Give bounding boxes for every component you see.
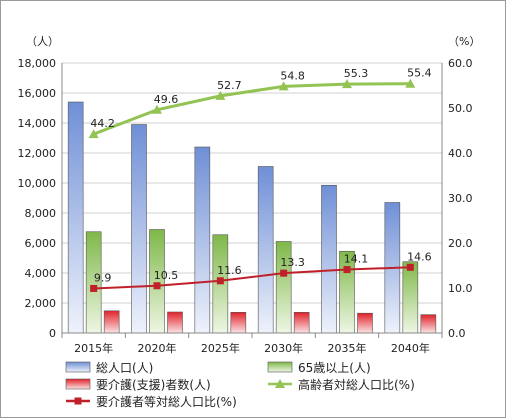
legend-marker bbox=[275, 379, 285, 388]
y-left-tick-label: 14,000 bbox=[18, 117, 57, 130]
bar-3 bbox=[167, 311, 183, 334]
point-triangle bbox=[88, 129, 99, 139]
data-label: 11.6 bbox=[217, 264, 242, 277]
y-right-tick-label: 30.0 bbox=[448, 192, 473, 205]
data-label: 49.6 bbox=[154, 93, 179, 106]
legend-marker bbox=[74, 397, 82, 405]
data-label: 14.6 bbox=[407, 250, 432, 263]
y-left-tick-label: 18,000 bbox=[18, 57, 57, 70]
data-label: 55.4 bbox=[407, 67, 432, 80]
x-tick-label: 2015年 bbox=[74, 341, 113, 355]
y-left-tick-label: 2,000 bbox=[25, 297, 57, 310]
point-triangle bbox=[278, 81, 289, 91]
axes-layer bbox=[61, 63, 443, 338]
legend-item: 要介護(支援)者数(人) bbox=[65, 377, 211, 392]
bar-3 bbox=[420, 314, 437, 334]
data-label: 44.2 bbox=[90, 117, 115, 130]
legend: 総人口(人) 65歳以上(人) 要介護(支援)者数(人) 高齢者対総人口比(%) 要介護… bbox=[65, 361, 415, 409]
data-label: 54.8 bbox=[280, 69, 305, 82]
y-right-tick-label: 10.0 bbox=[448, 282, 473, 295]
point-triangle bbox=[152, 104, 162, 114]
bar-1 bbox=[131, 124, 147, 334]
y-left-tick-label: 10,000 bbox=[18, 177, 57, 190]
point-square bbox=[280, 269, 288, 277]
legend-label: 総人口(人) bbox=[96, 361, 153, 375]
data-label: 52.7 bbox=[217, 79, 242, 92]
x-tick-label: 2030年 bbox=[264, 341, 303, 355]
legend-label: 要介護(支援)者数(人) bbox=[96, 377, 211, 392]
y-right-tick-label: 40.0 bbox=[448, 147, 473, 160]
x-tick-label: 2025年 bbox=[201, 341, 240, 355]
point-square bbox=[343, 266, 351, 274]
bar-1 bbox=[321, 184, 337, 334]
series-line-2 bbox=[93, 266, 411, 290]
data-label: 13.3 bbox=[280, 256, 305, 269]
legend-swatch bbox=[65, 361, 91, 373]
bar-3 bbox=[230, 311, 247, 334]
ticks-layer: 0 2,000 4,000 6,000 8,000 10,000 12,000 14,000 1… bbox=[18, 57, 473, 355]
bar-3 bbox=[357, 312, 373, 334]
legend-label: 65歳以上(人) bbox=[298, 361, 371, 375]
point-square bbox=[406, 263, 414, 271]
y-left-tick-label: 8,000 bbox=[25, 207, 57, 220]
y-right-tick-label: 50.0 bbox=[448, 102, 473, 115]
y-left-tick-label: 4,000 bbox=[25, 267, 57, 280]
bar-1 bbox=[194, 146, 211, 334]
y-right-unit: （%） bbox=[448, 35, 480, 48]
point-triangle bbox=[215, 90, 226, 100]
legend-swatch bbox=[65, 378, 91, 390]
legend-item: 65歳以上(人) bbox=[267, 361, 371, 375]
legend-item: 高齢者対総人口比(%) bbox=[268, 377, 415, 392]
point-triangle bbox=[342, 79, 352, 89]
point-square bbox=[153, 282, 161, 290]
bars-layer bbox=[67, 101, 437, 334]
bar-1 bbox=[257, 166, 274, 334]
point-square bbox=[216, 277, 224, 285]
series-line-1 bbox=[93, 82, 411, 136]
bar-2 bbox=[402, 261, 419, 334]
y-right-tick-label: 0.0 bbox=[448, 327, 466, 340]
y-right-tick-label: 20.0 bbox=[448, 237, 473, 250]
x-tick-label: 2020年 bbox=[138, 341, 177, 355]
data-label: 55.3 bbox=[344, 67, 369, 80]
bar-3 bbox=[293, 311, 310, 334]
data-label: 9.9 bbox=[94, 271, 112, 284]
bar-3 bbox=[103, 310, 120, 334]
point-square bbox=[90, 284, 98, 292]
y-left-unit: （人） bbox=[26, 35, 59, 48]
y-left-tick-label: 0 bbox=[49, 327, 56, 340]
x-tick-label: 2035年 bbox=[328, 341, 367, 355]
point-triangle bbox=[405, 78, 416, 88]
legend-label: 高齢者対総人口比(%) bbox=[298, 377, 415, 392]
y-left-tick-label: 6,000 bbox=[25, 237, 57, 250]
y-left-tick-label: 12,000 bbox=[18, 147, 57, 160]
data-label: 10.5 bbox=[154, 269, 179, 282]
legend-swatch bbox=[267, 361, 293, 373]
legend-label: 要介護者等対総人口比(%) bbox=[96, 394, 237, 409]
bar-1 bbox=[67, 101, 84, 334]
y-right-tick-label: 60.0 bbox=[448, 57, 473, 70]
lines-layer: 44.2 49.6 52.7 54.8 55.3 55.4 9.9 10.5 11.6 13.3 1… bbox=[88, 67, 432, 292]
y-left-tick-label: 16,000 bbox=[18, 87, 57, 100]
legend-item: 総人口(人) bbox=[65, 361, 153, 375]
data-label: 14.1 bbox=[344, 253, 369, 266]
legend-item: 要介護者等対総人口比(%) bbox=[66, 394, 237, 409]
x-tick-label: 2040年 bbox=[391, 341, 430, 355]
